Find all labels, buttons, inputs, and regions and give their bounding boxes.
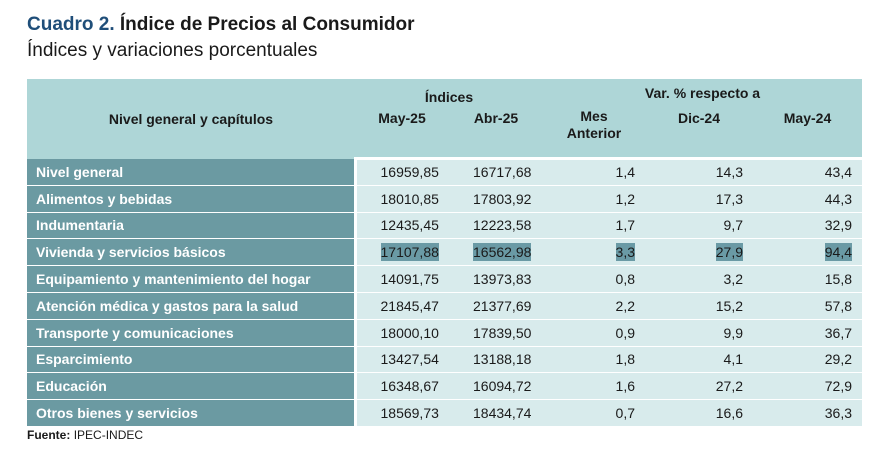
cell-may24: 36,3 <box>753 399 863 427</box>
row-label: Equipamiento y mantenimiento del hogar <box>27 265 357 293</box>
table-row-selected[interactable]: Vivienda y servicios básicos 17107,88 1656… <box>27 238 863 267</box>
cell-abr25: 13973,83 <box>449 265 543 293</box>
table-row: Esparcimiento 13427,54 13188,18 1,8 4,1 29,2 <box>27 346 863 374</box>
cell-dic24[interactable]: 27,9 <box>645 238 753 267</box>
row-label: Alimentos y bebidas <box>27 185 357 213</box>
cell-dic24: 17,3 <box>645 185 753 213</box>
cell-mes: 0,8 <box>543 265 645 293</box>
table-row: Otros bienes y servicios 18569,73 18434,74… <box>27 399 863 427</box>
cell-mes: 1,4 <box>543 158 645 186</box>
row-label: Otros bienes y servicios <box>27 399 357 427</box>
cell-abr25: 17839,50 <box>449 319 543 347</box>
cell-abr25: 12223,58 <box>449 212 543 240</box>
cell-may25: 12435,45 <box>355 212 449 240</box>
cell-mes: 1,7 <box>543 212 645 240</box>
cell-mes: 2,2 <box>543 292 645 320</box>
cell-may25: 13427,54 <box>355 346 449 374</box>
cell-mes: 0,7 <box>543 399 645 427</box>
cell-may25: 16959,85 <box>355 158 449 186</box>
source-value: IPEC-INDEC <box>73 428 144 442</box>
col-header-abr25: Abr-25 <box>449 106 543 160</box>
row-label: Vivienda y servicios básicos <box>27 238 357 267</box>
cell-dic24: 3,2 <box>645 265 753 293</box>
col-header-chapters: Nivel general y capítulos <box>27 79 355 159</box>
col-header-var: Var. % respecto a <box>543 79 863 106</box>
cell-may24: 44,3 <box>753 185 863 213</box>
cell-dic24: 15,2 <box>645 292 753 320</box>
table-row: Equipamiento y mantenimiento del hogar 14… <box>27 265 863 293</box>
cell-may25: 18569,73 <box>355 399 449 427</box>
cell-may25: 18000,10 <box>355 319 449 347</box>
source-label: Fuente: <box>27 428 71 442</box>
table-row: Atención médica y gastos para la salud 21… <box>27 292 863 320</box>
cell-may25: 18010,85 <box>355 185 449 213</box>
cell-dic24: 9,9 <box>645 319 753 347</box>
cell-mes: 0,9 <box>543 319 645 347</box>
table-row: Alimentos y bebidas 18010,85 17803,92 1,2 17… <box>27 185 863 213</box>
mes-line-1: Mes <box>580 108 608 124</box>
cell-dic24: 9,7 <box>645 212 753 240</box>
cell-may25[interactable]: 17107,88 <box>355 238 449 267</box>
row-label: Nivel general <box>27 158 357 186</box>
cell-dic24: 16,6 <box>645 399 753 427</box>
cpi-table: Nivel general y capítulos Índices Var. %… <box>27 79 863 427</box>
col-header-mes-anterior: Mes Anterior <box>543 106 645 160</box>
col-header-dic24: Dic-24 <box>645 106 753 160</box>
cell-abr25: 18434,74 <box>449 399 543 427</box>
col-header-may25: May-25 <box>355 106 449 160</box>
title-text: Índice de Precios al Consumidor <box>119 14 415 35</box>
cell-may24: 29,2 <box>753 346 863 374</box>
table-row: Educación 16348,67 16094,72 1,6 27,2 72,9 <box>27 372 863 401</box>
cell-may24: 36,7 <box>753 319 863 347</box>
row-label: Transporte y comunicaciones <box>27 319 357 347</box>
cell-abr25: 21377,69 <box>449 292 543 320</box>
table-title: Cuadro 2. Índice de Precios al Consumido… <box>27 14 414 36</box>
cell-may24: 43,4 <box>753 158 863 186</box>
row-label: Esparcimiento <box>27 346 357 374</box>
cell-may24: 72,9 <box>753 372 863 401</box>
cell-mes: 1,2 <box>543 185 645 213</box>
table-row: Indumentaria 12435,45 12223,58 1,7 9,7 32,9 <box>27 212 863 240</box>
cell-abr25: 13188,18 <box>449 346 543 374</box>
cell-may25: 16348,67 <box>355 372 449 401</box>
cell-dic24: 14,3 <box>645 158 753 186</box>
cell-mes[interactable]: 3,3 <box>543 238 645 267</box>
cell-dic24: 27,2 <box>645 372 753 401</box>
cell-mes: 1,8 <box>543 346 645 374</box>
cell-may24[interactable]: 94,4 <box>753 238 863 267</box>
mes-line-2: Anterior <box>566 125 622 141</box>
table-row: Transporte y comunicaciones 18000,10 17839… <box>27 319 863 347</box>
cell-dic24: 4,1 <box>645 346 753 374</box>
cell-abr25: 16717,68 <box>449 158 543 186</box>
table-row: Nivel general 16959,85 16717,68 1,4 14,3 43,4 <box>27 158 863 186</box>
cell-may25: 14091,75 <box>355 265 449 293</box>
cell-abr25: 17803,92 <box>449 185 543 213</box>
row-label: Educación <box>27 372 357 401</box>
row-label: Indumentaria <box>27 212 357 240</box>
cell-may24: 15,8 <box>753 265 863 293</box>
title-number: Cuadro 2. <box>27 14 115 35</box>
table-subtitle: Índices y variaciones porcentuales <box>27 40 318 61</box>
cell-may24: 57,8 <box>753 292 863 320</box>
cell-may24: 32,9 <box>753 212 863 240</box>
cell-abr25: 16094,72 <box>449 372 543 401</box>
cell-abr25[interactable]: 16562,98 <box>449 238 543 267</box>
cell-mes: 1,6 <box>543 372 645 401</box>
col-header-may24: May-24 <box>753 106 863 160</box>
col-header-indices: Índices <box>355 79 543 106</box>
cell-may25: 21845,47 <box>355 292 449 320</box>
row-label: Atención médica y gastos para la salud <box>27 292 357 320</box>
source-note: Fuente: IPEC-INDEC <box>27 428 143 442</box>
